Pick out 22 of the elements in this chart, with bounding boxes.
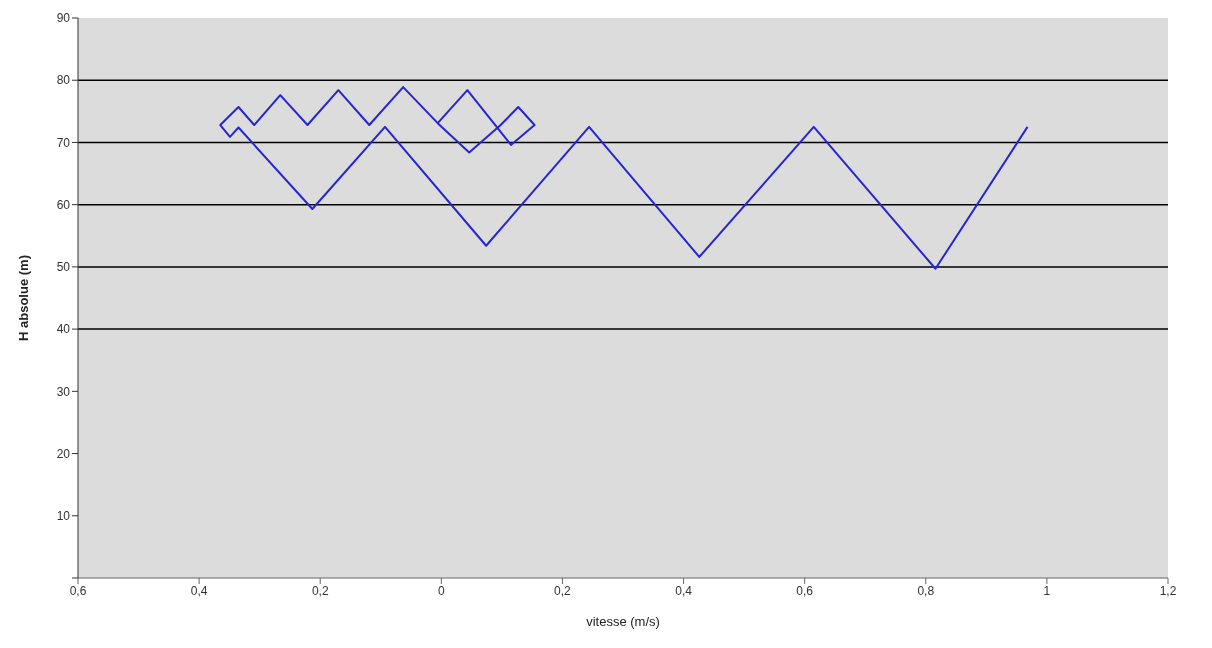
y-tick-label: 10 — [56, 509, 71, 524]
x-tick-label: 1,2 — [1159, 583, 1177, 598]
line-series — [219, 86, 1029, 270]
x-tick-label: 0,2 — [554, 583, 572, 598]
y-tick-label: 50 — [56, 260, 71, 275]
y-tick-label: 80 — [56, 73, 71, 88]
y-tick-label: 60 — [56, 197, 71, 212]
y-tick-label: 70 — [56, 135, 71, 150]
x-tick-label: 1 — [1043, 583, 1051, 598]
x-tick-label: 0,2 — [311, 583, 329, 598]
x-tick-label: 0 — [437, 583, 445, 598]
y-tick-label: 30 — [56, 384, 71, 399]
x-tick-label: 0,4 — [675, 583, 693, 598]
x-tick-label: 0,4 — [190, 583, 208, 598]
x-tick-label: 0,8 — [917, 583, 935, 598]
x-tick-label: 0,6 — [796, 583, 814, 598]
y-tick-label: 20 — [56, 446, 71, 461]
x-tick-label: 0,6 — [69, 583, 87, 598]
y-tick-label: 90 — [56, 11, 71, 26]
y-tick-label: 40 — [56, 322, 71, 337]
x-axis-title: vitesse (m/s) — [586, 614, 660, 629]
y-axis-title: H absolue (m) — [15, 255, 31, 341]
